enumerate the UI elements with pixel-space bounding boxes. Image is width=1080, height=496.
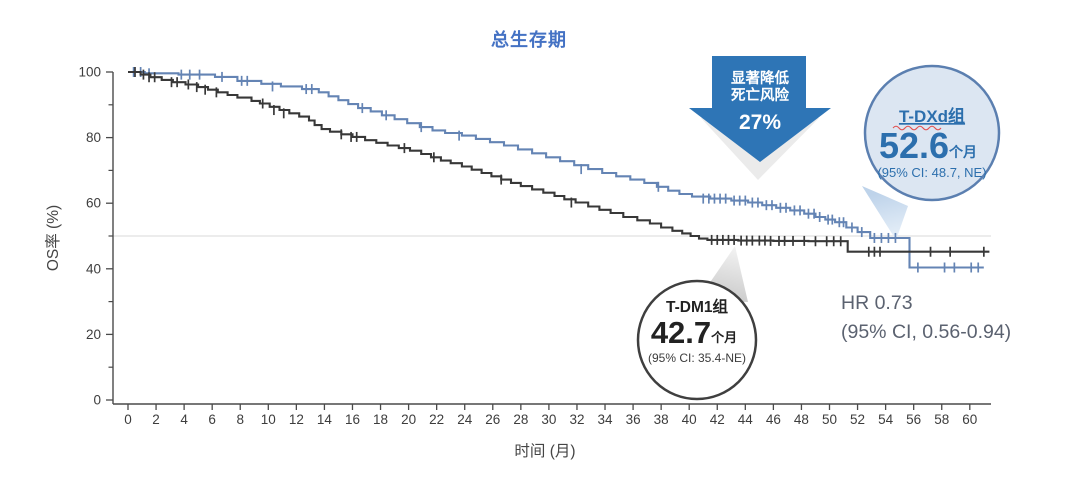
x-tick-label: 48 [794,412,809,427]
x-tick-label: 30 [541,412,556,427]
spellcheck-squiggle [892,125,942,131]
tdxd-median-unit: 个月 [948,144,977,160]
chart-title: 总生存期 [491,30,567,50]
tdxd-group-label: T-DXd组 [899,106,965,126]
x-tick-label: 38 [654,412,669,427]
tdm1-median-number: 42.7 [651,315,711,350]
y-tick-label: 100 [78,65,101,80]
hr-value: HR 0.73 [841,292,913,314]
series-T-DM1-curve [128,70,990,253]
x-tick-label: 60 [962,412,977,427]
y-axis-title: OS率 (%) [44,205,62,271]
tdxd-median-number: 52.6 [879,125,949,166]
x-tick-label: 0 [124,412,132,427]
series-T-DM1-censor-marks [134,67,985,257]
x-tick-label: 32 [569,412,584,427]
x-tick-label: 12 [289,412,304,427]
x-tick-label: 14 [317,412,333,427]
arrow-percvalue: 27% [739,111,781,134]
x-tick-label: 26 [485,412,500,427]
tdxd-callout-triangle [862,186,908,240]
y-tick-label: 20 [86,327,101,342]
x-tick-label: 18 [373,412,388,427]
tdxd-badge-circle [863,64,1001,202]
curves-layer [128,67,990,273]
risk-reduction-annotation: 显著降低 死亡风险 27% [689,56,831,180]
x-tick-label: 28 [513,412,528,427]
tdm1-badge-circle [636,279,758,401]
x-tick-label: 10 [261,412,276,427]
x-tick-label: 36 [626,412,641,427]
y-tick-label: 80 [86,130,101,145]
arrow-line1: 显著降低 [731,69,789,87]
series-T-DXd-censor-marks [132,67,980,273]
x-tick-label: 44 [738,412,754,427]
tdxd-median-value: 52.6个月 [879,125,977,166]
x-tick-label: 56 [906,412,921,427]
x-tick-label: 54 [878,412,894,427]
tdm1-median-value: 42.7个月 [651,315,737,350]
x-tick-label: 52 [850,412,865,427]
x-tick-label: 24 [457,412,473,427]
tdm1-group-label: T-DM1组 [666,297,729,316]
y-tick-label: 0 [93,393,101,408]
y-tick-label: 60 [86,196,101,211]
tdxd-ci-label: (95% CI: 48.7, NE) [877,165,986,180]
risk-reduction-arrow [689,56,831,162]
x-tick-label: 34 [598,412,614,427]
x-tick-label: 50 [822,412,837,427]
tdm1-ci-label: (95% CI: 35.4-NE) [648,351,746,365]
series-T-DXd-curve [128,70,984,269]
x-tick-label: 20 [401,412,416,427]
x-tick-label: 6 [208,412,216,427]
hazard-ratio-annotation: HR 0.73 (95% CI, 0.56-0.94) [841,292,1011,343]
x-tick-label: 40 [682,412,697,427]
x-tick-label: 42 [710,412,725,427]
x-axis-title: 时间 (月) [514,442,575,460]
hr-ci: (95% CI, 0.56-0.94) [841,321,1011,343]
tdxd-median-badge: T-DXd组 52.6个月 (95% CI: 48.7, NE) [863,64,1001,202]
x-tick-label: 16 [345,412,360,427]
x-tick-label: 46 [766,412,781,427]
arrow-line2: 死亡风险 [731,86,789,104]
y-tick-label: 40 [86,261,101,276]
tdm1-median-unit: 个月 [710,330,737,345]
x-tick-label: 4 [180,412,188,427]
x-tick-label: 2 [152,412,160,427]
tdm1-median-badge: T-DM1组 42.7个月 (95% CI: 35.4-NE) [636,279,758,401]
x-tick-label: 8 [236,412,244,427]
x-tick-label: 22 [429,412,444,427]
x-tick-label: 58 [934,412,949,427]
